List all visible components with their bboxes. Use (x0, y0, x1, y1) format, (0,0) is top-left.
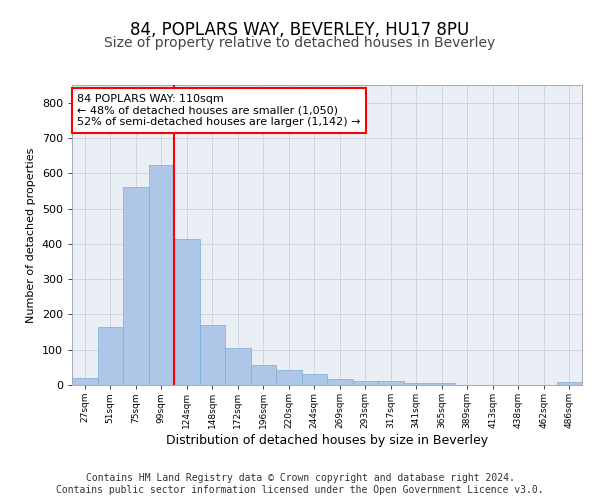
Bar (72, 378, 97, 385)
Bar (557, 382, 582, 385)
Bar (149, 166, 174, 385)
Bar (429, 383, 455, 385)
Bar (276, 370, 302, 385)
Bar (404, 383, 429, 385)
Bar (174, 239, 199, 385)
Text: Contains HM Land Registry data © Crown copyright and database right 2024.
Contai: Contains HM Land Registry data © Crown c… (56, 474, 544, 495)
Bar (123, 186, 149, 385)
Text: 84, POPLARS WAY, BEVERLEY, HU17 8PU: 84, POPLARS WAY, BEVERLEY, HU17 8PU (130, 21, 470, 39)
Bar (353, 382, 378, 385)
Y-axis label: Number of detached properties: Number of detached properties (26, 148, 36, 322)
Bar (251, 365, 276, 385)
Text: 84 POPLARS WAY: 110sqm
← 48% of detached houses are smaller (1,050)
52% of semi-: 84 POPLARS WAY: 110sqm ← 48% of detached… (77, 94, 361, 127)
Bar (199, 325, 225, 385)
Bar (327, 379, 353, 385)
Bar (97, 328, 123, 385)
Bar (225, 348, 251, 385)
Bar (378, 382, 404, 385)
Text: Size of property relative to detached houses in Beverley: Size of property relative to detached ho… (104, 36, 496, 50)
Bar (302, 374, 327, 385)
X-axis label: Distribution of detached houses by size in Beverley: Distribution of detached houses by size … (166, 434, 488, 447)
